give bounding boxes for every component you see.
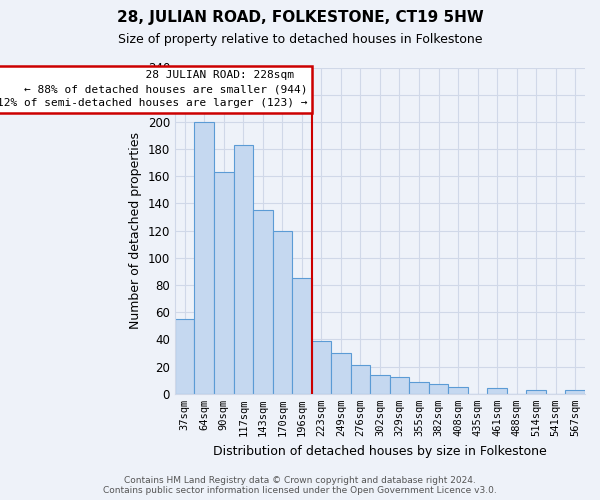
Bar [350,366,370,394]
Text: 28, JULIAN ROAD, FOLKESTONE, CT19 5HW: 28, JULIAN ROAD, FOLKESTONE, CT19 5HW [116,10,484,25]
Bar [565,390,585,394]
Bar [214,172,233,394]
Bar [429,384,448,394]
Bar [409,382,429,394]
Y-axis label: Number of detached properties: Number of detached properties [129,132,142,329]
Bar [253,210,272,394]
Bar [390,378,409,394]
Text: Contains HM Land Registry data © Crown copyright and database right 2024.
Contai: Contains HM Land Registry data © Crown c… [103,476,497,495]
Bar [370,375,390,394]
Bar [272,230,292,394]
Bar [194,122,214,394]
Bar [175,319,194,394]
Bar [311,341,331,394]
Bar [487,388,507,394]
Bar [331,353,350,394]
Bar [526,390,546,394]
Bar [448,387,468,394]
Bar [233,145,253,394]
X-axis label: Distribution of detached houses by size in Folkestone: Distribution of detached houses by size … [213,444,547,458]
Bar [292,278,311,394]
Text: 28 JULIAN ROAD: 228sqm  
← 88% of detached houses are smaller (944)
12% of semi-: 28 JULIAN ROAD: 228sqm ← 88% of detached… [0,70,308,108]
Text: Size of property relative to detached houses in Folkestone: Size of property relative to detached ho… [118,32,482,46]
